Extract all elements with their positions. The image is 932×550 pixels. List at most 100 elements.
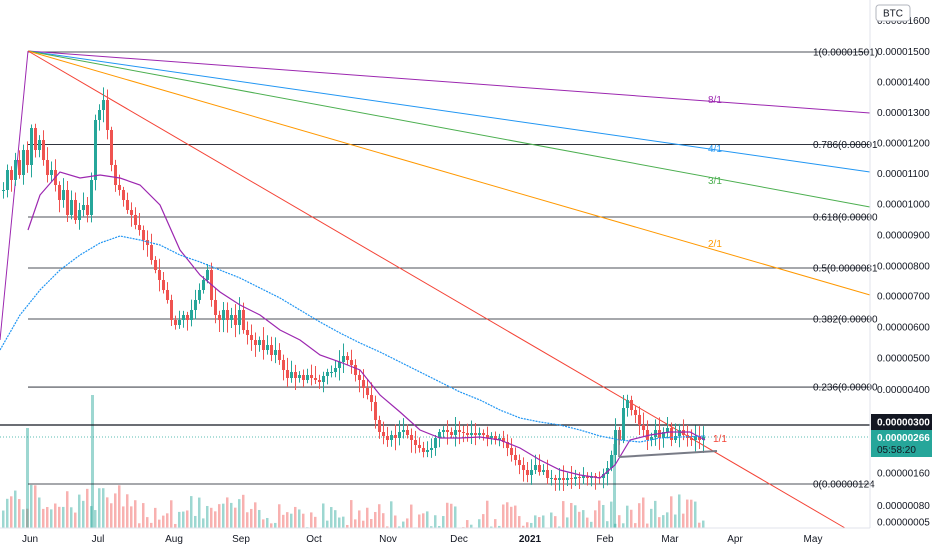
fan-line[interactable] xyxy=(27,50,871,114)
volume-bar xyxy=(442,516,445,528)
candle-body xyxy=(190,310,193,320)
volume-bar xyxy=(298,509,301,528)
volume-bar xyxy=(606,521,609,528)
candle-body xyxy=(314,378,317,380)
candle-body xyxy=(554,478,557,480)
volume-bar xyxy=(10,496,13,528)
price-tick-label: 0.00001100 xyxy=(877,169,930,180)
candle-body xyxy=(298,375,301,378)
time-tick-label: Aug xyxy=(165,534,183,545)
volume-bar xyxy=(74,512,77,528)
triangle-lower-line[interactable] xyxy=(618,450,718,458)
volume-bar xyxy=(250,508,253,528)
time-axis[interactable]: Jun Jul Aug Sep Oct Nov Dec 2021 Feb Mar Apr May xyxy=(22,534,823,545)
volume-bar xyxy=(114,493,117,528)
candle-body xyxy=(526,470,529,475)
volume-bar xyxy=(98,488,101,528)
candle-body xyxy=(214,300,217,315)
candle-body xyxy=(34,128,37,150)
volume-bar xyxy=(590,521,593,528)
volume-bar xyxy=(486,500,489,528)
fan-line[interactable] xyxy=(27,50,846,529)
volume-bar xyxy=(614,523,617,528)
fib-level-label: 0(0.00000124 xyxy=(813,480,875,491)
volume-bar xyxy=(154,507,157,528)
volume-bar xyxy=(14,490,17,528)
candle-body xyxy=(182,315,185,320)
volume-bar xyxy=(670,496,673,528)
volume-bar xyxy=(678,494,681,528)
volume-bar xyxy=(686,499,689,528)
fan-line[interactable] xyxy=(27,50,871,296)
volume-bar xyxy=(613,444,616,528)
volume-bar xyxy=(162,515,165,528)
volume-bar xyxy=(398,526,401,528)
candle-body xyxy=(262,340,265,350)
triangle-pattern[interactable] xyxy=(618,430,718,458)
candle-body xyxy=(146,240,149,245)
gann-fan[interactable]: 8/1 4/1 3/1 2/1 1/1 xyxy=(0,50,871,529)
volume-bar xyxy=(70,507,73,528)
candle-body xyxy=(566,478,569,480)
volume-bar xyxy=(142,503,145,528)
candle-body xyxy=(550,478,553,479)
volume-bar xyxy=(26,428,29,528)
candle-body xyxy=(270,345,273,355)
volume-bar xyxy=(226,497,229,528)
candle-body xyxy=(678,430,681,436)
volume-bar xyxy=(134,500,137,528)
candle-body xyxy=(342,356,345,362)
volume-bar xyxy=(254,502,257,528)
volume-bar xyxy=(346,524,349,528)
candle-body xyxy=(238,310,241,325)
volume-bar xyxy=(30,484,33,528)
candle-body xyxy=(370,395,373,402)
candle-body xyxy=(278,350,281,360)
volume-bar xyxy=(214,511,217,528)
volume-bar xyxy=(662,515,665,528)
fan-line[interactable] xyxy=(27,50,871,208)
candle-body xyxy=(558,478,561,480)
currency-badge: BTC xyxy=(875,4,911,22)
candle-body xyxy=(246,330,249,335)
candle-body xyxy=(330,372,333,373)
candle-body xyxy=(110,130,113,165)
candle-body xyxy=(538,465,541,472)
volume-bar xyxy=(302,513,305,528)
candle-body xyxy=(350,360,353,365)
candle-body xyxy=(174,320,177,325)
volume-bar xyxy=(342,516,345,528)
volume-bar xyxy=(278,504,281,528)
candle-body xyxy=(102,100,105,110)
candle-body xyxy=(646,430,649,440)
candle-body xyxy=(70,200,73,215)
candle-body xyxy=(42,140,45,160)
candle-body xyxy=(514,455,517,460)
candle-body xyxy=(254,340,257,345)
volume-bar xyxy=(334,510,337,528)
volume-bar xyxy=(506,502,509,528)
candle-body xyxy=(462,432,465,433)
candle-body xyxy=(30,128,33,165)
fan-line[interactable] xyxy=(27,50,871,173)
volume-bar xyxy=(574,505,577,528)
moving-averages xyxy=(0,171,706,479)
time-tick-label: Mar xyxy=(661,534,679,545)
volume-bar xyxy=(138,523,141,528)
volume-bar xyxy=(406,518,409,528)
volume-bar xyxy=(454,506,457,528)
fan-line[interactable] xyxy=(0,50,29,341)
volume-bar xyxy=(54,503,57,528)
volume-bar xyxy=(46,507,49,528)
volume-bar xyxy=(578,511,581,528)
volume-bar xyxy=(526,522,529,528)
volume-bar xyxy=(186,510,189,528)
volume-bar xyxy=(86,488,89,528)
price-axis[interactable]: 0.000016000.000015000.000014000.00001300… xyxy=(877,16,930,529)
volume-bar xyxy=(218,504,221,528)
volume-bar xyxy=(82,500,85,528)
candle-body xyxy=(654,430,657,437)
candle-body xyxy=(518,460,521,465)
fib-retracement[interactable]: 1(0.00001501) 0.786(0.00001 0.618(0.00000 0… xyxy=(0,48,878,491)
